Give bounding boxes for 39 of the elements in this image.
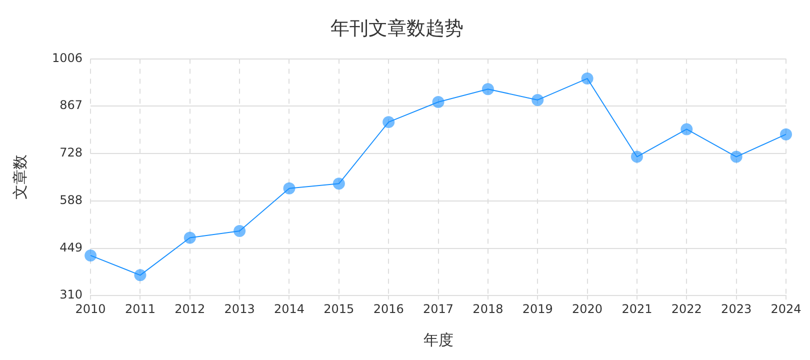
x-tick-label: 2019 xyxy=(522,302,553,316)
x-tick-label: 2013 xyxy=(224,302,255,316)
x-tick-label: 2022 xyxy=(671,302,702,316)
x-tick-label: 2020 xyxy=(572,302,603,316)
y-tick-label: 728 xyxy=(60,146,83,160)
point xyxy=(332,178,345,190)
point xyxy=(283,182,296,194)
x-axis-title: 年度 xyxy=(423,330,454,349)
point xyxy=(184,232,196,244)
y-tick-label: 588 xyxy=(60,193,83,208)
point xyxy=(532,94,544,106)
point xyxy=(84,249,97,262)
point xyxy=(134,269,146,282)
y-axis-title: 文章数 xyxy=(10,154,29,200)
x-tick-label: 2014 xyxy=(274,302,305,316)
point xyxy=(780,128,792,140)
x-tick-label: 2016 xyxy=(373,302,404,316)
y-tick-label: 310 xyxy=(60,288,83,302)
point xyxy=(382,116,395,128)
x-tick-label: 2015 xyxy=(324,302,354,316)
x-tick-label: 2024 xyxy=(770,302,802,316)
x-tick-label: 2010 xyxy=(75,302,106,316)
x-tick-label: 2023 xyxy=(721,302,752,316)
point xyxy=(730,150,742,163)
y-tick-label: 1006 xyxy=(52,50,83,65)
x-tick-label: 2018 xyxy=(472,302,504,316)
point xyxy=(234,224,246,237)
x-tick-label: 2021 xyxy=(622,302,652,316)
x-tick-label: 2011 xyxy=(124,302,156,316)
y-tick-label: 449 xyxy=(60,240,83,254)
point xyxy=(482,83,494,96)
y-tick-label: 867 xyxy=(60,98,83,112)
point xyxy=(432,96,444,108)
chart-title: 年刊文章数趋势 xyxy=(330,17,464,40)
point xyxy=(581,72,594,85)
x-tick-label: 2012 xyxy=(174,302,206,316)
x-tick-label: 2017 xyxy=(422,302,454,316)
point xyxy=(680,123,693,136)
point xyxy=(630,150,643,163)
